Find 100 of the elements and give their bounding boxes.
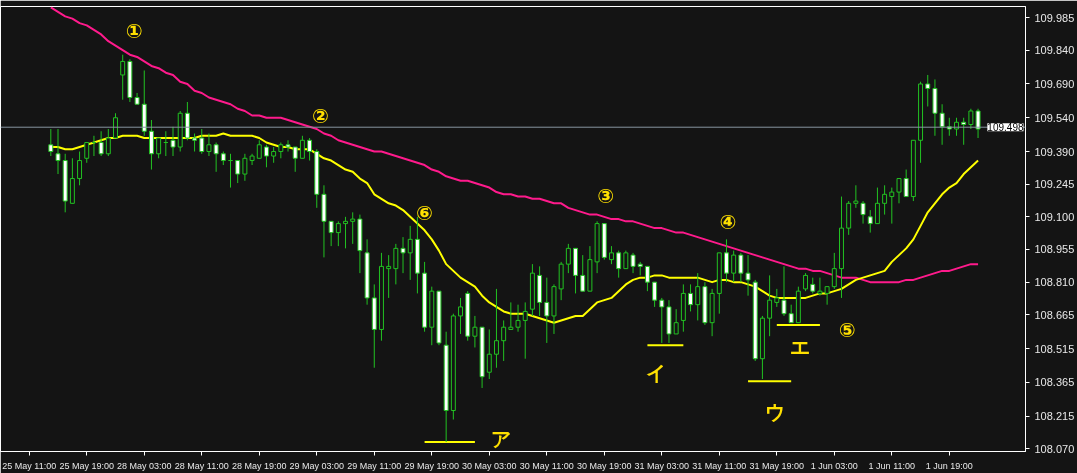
candlestick xyxy=(285,139,291,153)
y-tick-label: 108.215 xyxy=(1034,410,1075,423)
candlestick xyxy=(889,187,895,225)
candlestick xyxy=(400,236,406,274)
candlestick xyxy=(199,128,205,155)
y-tick-label: 108.955 xyxy=(1034,243,1075,256)
y-tick-label: 109.540 xyxy=(1034,111,1075,124)
candlestick xyxy=(896,178,902,204)
annotation: ウ xyxy=(764,399,785,424)
candlestick xyxy=(968,108,974,130)
x-tick-label: 31 May 19:00 xyxy=(749,460,805,471)
candlestick xyxy=(263,144,269,168)
candlestick xyxy=(335,220,341,247)
candlestick xyxy=(120,54,126,101)
candlestick xyxy=(580,254,586,292)
candlestick xyxy=(925,74,931,107)
candlestick xyxy=(515,304,521,333)
annotation: ① xyxy=(125,19,143,44)
candlestick xyxy=(235,160,241,184)
candlestick xyxy=(724,238,729,283)
annotation: ④ xyxy=(719,210,737,235)
x-tick-label: 1 Jun 03:00 xyxy=(810,460,858,471)
candlestick xyxy=(623,250,629,270)
candlestick xyxy=(630,252,636,274)
annotation: ⑤ xyxy=(838,318,856,343)
annotation: イ xyxy=(646,360,667,385)
candlestick xyxy=(407,225,413,281)
candlestick xyxy=(458,297,463,335)
candlestick xyxy=(831,252,837,290)
candlestick xyxy=(781,265,787,317)
x-tick-label: 28 May 03:00 xyxy=(116,460,172,471)
annotation: ② xyxy=(311,103,329,128)
candlestick xyxy=(256,139,262,159)
candlestick xyxy=(853,184,859,209)
candlestick xyxy=(48,128,54,157)
y-tick-label: 109.690 xyxy=(1034,77,1075,90)
candlestick xyxy=(688,283,694,312)
candlestick xyxy=(954,117,959,137)
candlestick xyxy=(213,142,219,173)
candlestick xyxy=(867,209,873,234)
candlestick xyxy=(206,133,212,157)
candlestick xyxy=(731,250,737,283)
candlestick xyxy=(565,243,571,274)
candlestick xyxy=(652,281,658,308)
candlestick xyxy=(386,254,392,299)
x-tick-label: 30 May 11:00 xyxy=(519,460,574,471)
x-tick-label: 31 May 03:00 xyxy=(634,460,690,471)
candlestick xyxy=(350,211,356,245)
candlestick xyxy=(745,254,751,297)
candlestick xyxy=(860,200,866,225)
x-tick-label: 29 May 11:00 xyxy=(347,460,402,471)
x-tick-label: 30 May 19:00 xyxy=(577,460,632,471)
x-tick-label: 25 May 19:00 xyxy=(59,460,115,471)
y-tick-label: 108.665 xyxy=(1034,308,1075,321)
candlestick xyxy=(522,301,528,360)
candlestick xyxy=(113,112,118,139)
y-tick-label: 108.070 xyxy=(1034,442,1075,455)
x-tick-label: 1 Jun 19:00 xyxy=(925,460,973,471)
candlestick xyxy=(644,265,650,292)
candlestick xyxy=(77,151,83,186)
candlestick xyxy=(299,135,305,159)
candlestick xyxy=(501,319,507,362)
x-tick-label: 1 Jun 11:00 xyxy=(868,460,915,471)
candlestick xyxy=(695,272,701,321)
candlestick xyxy=(738,252,744,283)
x-tick-label: 28 May 19:00 xyxy=(232,460,287,471)
candlestick xyxy=(874,187,880,225)
candlestick xyxy=(98,130,104,157)
candlestick xyxy=(882,184,888,216)
annotation: エ xyxy=(789,334,810,359)
candlestick xyxy=(170,126,176,157)
y-tick-label: 109.840 xyxy=(1034,44,1075,57)
annotation: ア xyxy=(490,427,511,452)
x-tick-label: 31 May 11:00 xyxy=(692,460,747,471)
candlestick xyxy=(609,245,614,265)
candlestick xyxy=(767,274,773,337)
ref-line-label: 109.498 xyxy=(987,122,1024,134)
candlestick xyxy=(975,108,981,139)
candlestick xyxy=(803,272,809,292)
candlestick xyxy=(903,169,909,198)
candlestick xyxy=(673,308,679,335)
candlestick xyxy=(292,146,298,173)
candlestick xyxy=(393,243,399,285)
candlestick xyxy=(105,128,111,157)
candlestick xyxy=(659,297,665,344)
x-tick-label: 29 May 03:00 xyxy=(289,460,345,471)
candlestick xyxy=(84,142,90,164)
y-tick-label: 108.810 xyxy=(1034,276,1075,289)
y-tick-label: 108.515 xyxy=(1034,342,1075,355)
annotation: ③ xyxy=(597,183,615,208)
candlestick xyxy=(328,220,334,247)
candlestick xyxy=(192,133,198,153)
y-tick-label: 109.245 xyxy=(1034,178,1075,191)
annotation: ⑥ xyxy=(416,200,434,225)
candlestick xyxy=(343,216,348,249)
candlestick xyxy=(508,301,514,330)
candlestick xyxy=(961,117,967,146)
candlestick xyxy=(493,288,499,369)
x-tick-label: 29 May 19:00 xyxy=(404,460,460,471)
candlestick xyxy=(616,250,622,279)
